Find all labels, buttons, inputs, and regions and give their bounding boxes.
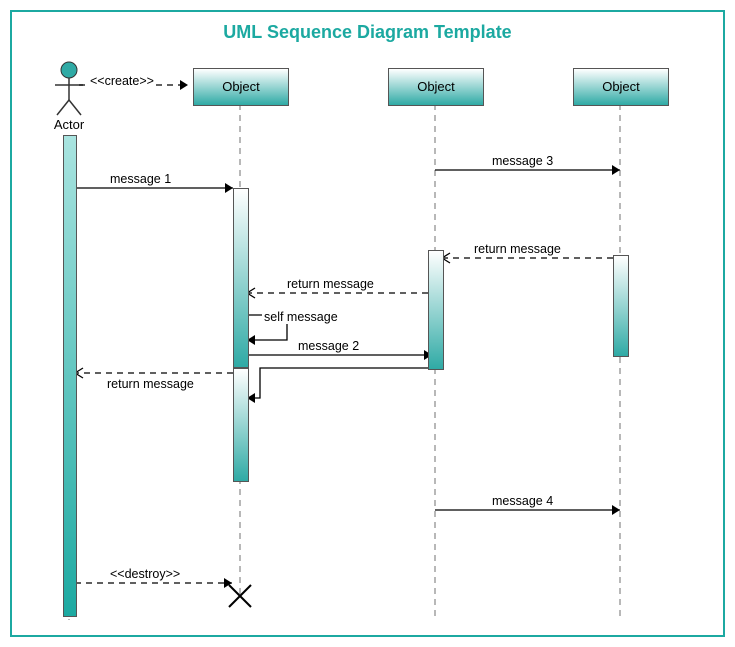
message-label: message 1 — [108, 172, 173, 186]
actor-label: Actor — [46, 117, 92, 132]
activation-bar — [613, 255, 629, 357]
object-box: Object — [193, 68, 289, 106]
message-label: message 4 — [490, 494, 555, 508]
object-box: Object — [573, 68, 669, 106]
self-message-label: self message — [262, 310, 340, 324]
activation-bar — [233, 188, 249, 368]
activation-bar — [233, 368, 249, 482]
message-label: message 2 — [296, 339, 361, 353]
message-label: return message — [105, 377, 196, 391]
message-label: <<destroy>> — [108, 567, 182, 581]
message-label: message 3 — [490, 154, 555, 168]
object-box: Object — [388, 68, 484, 106]
message-label: return message — [472, 242, 563, 256]
message-label: <<create>> — [88, 74, 156, 88]
message-label: return message — [285, 277, 376, 291]
activation-bar — [63, 135, 77, 617]
diagram-title: UML Sequence Diagram Template — [0, 22, 735, 43]
activation-bar — [428, 250, 444, 370]
